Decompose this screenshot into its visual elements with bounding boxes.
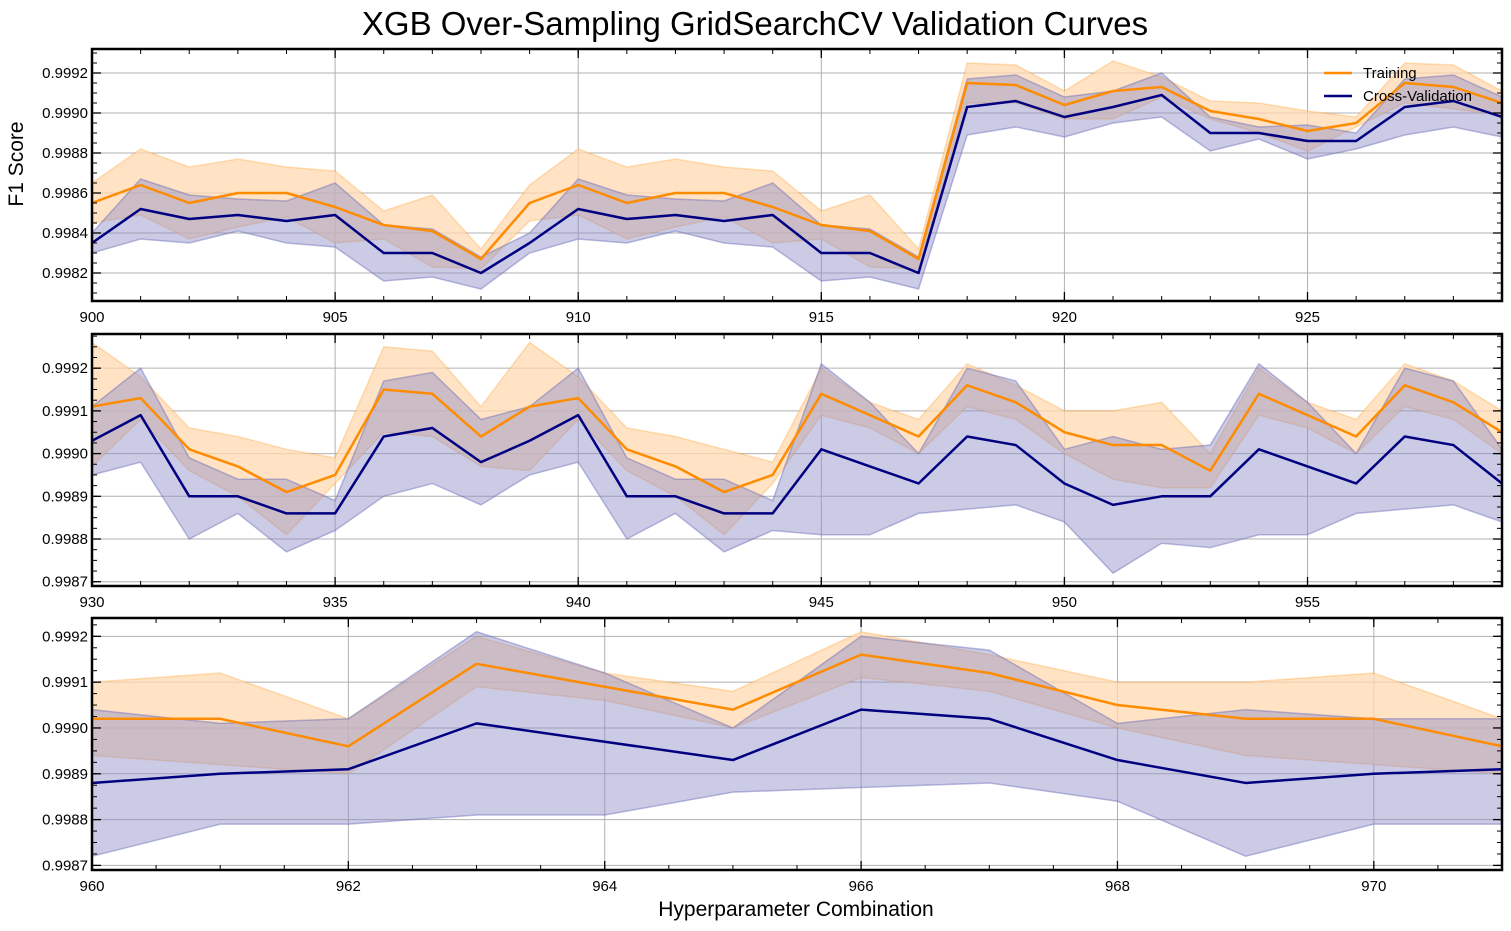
chart-title: XGB Over-Sampling GridSearchCV Validatio… bbox=[362, 5, 1148, 42]
plot-area bbox=[92, 60, 1502, 290]
y-tick-label: 0.9992 bbox=[42, 628, 88, 645]
y-tick-label: 0.9984 bbox=[42, 225, 88, 242]
panel-2: 0.9987 0.9988 0.9989 0.9990 0.9991 0.9992 930 9… bbox=[42, 332, 1504, 611]
y-tick-label: 0.9987 bbox=[42, 574, 88, 591]
cv-line bbox=[92, 93, 1502, 275]
x-tick-label: 905 bbox=[323, 309, 348, 326]
x-tick-label: 940 bbox=[566, 594, 591, 611]
legend-label-training: Training bbox=[1363, 65, 1417, 82]
training-std-band bbox=[92, 341, 1502, 536]
x-tick-label: 960 bbox=[79, 878, 104, 895]
cv-line bbox=[92, 413, 1502, 515]
x-tick-label: 970 bbox=[1361, 878, 1386, 895]
y-tick-label: 0.9990 bbox=[42, 720, 88, 737]
x-tick-label: 962 bbox=[336, 878, 361, 895]
legend-label-cross-validation: Cross-Validation bbox=[1363, 88, 1472, 105]
panel-frame bbox=[90, 47, 1504, 303]
y-tick-label: 0.9982 bbox=[42, 265, 88, 282]
y-tick-label: 0.9990 bbox=[42, 105, 88, 122]
y-tick-label: 0.9991 bbox=[42, 403, 88, 420]
panels-group: 0.9982 0.9984 0.9986 0.9988 0.9990 0.9992 900 9… bbox=[42, 47, 1504, 895]
cv-std-band bbox=[92, 362, 1502, 575]
x-tick-label: 935 bbox=[323, 594, 348, 611]
x-tick-label: 955 bbox=[1295, 594, 1320, 611]
panel-1: 0.9982 0.9984 0.9986 0.9988 0.9990 0.9992 900 9… bbox=[42, 47, 1504, 326]
y-tick-label: 0.9992 bbox=[42, 360, 88, 377]
y-tick-label: 0.9989 bbox=[42, 488, 88, 505]
x-tick-label: 964 bbox=[592, 878, 617, 895]
y-axis-title: F1 Score bbox=[5, 121, 28, 206]
legend: Training Cross-Validation bbox=[1324, 65, 1472, 105]
x-tick-label: 915 bbox=[809, 309, 834, 326]
x-tick-label: 950 bbox=[1052, 594, 1077, 611]
training-line bbox=[92, 81, 1502, 261]
x-tick-label: 966 bbox=[849, 878, 874, 895]
y-tick-label: 0.9989 bbox=[42, 766, 88, 783]
x-tick-label: 925 bbox=[1295, 309, 1320, 326]
panel-frame bbox=[90, 332, 1504, 588]
x-tick-label: 968 bbox=[1105, 878, 1130, 895]
y-tick-label: 0.9988 bbox=[42, 531, 88, 548]
x-tick-label: 900 bbox=[79, 309, 104, 326]
training-std-band bbox=[92, 630, 1502, 775]
training-line bbox=[92, 384, 1502, 494]
y-tick-label: 0.9991 bbox=[42, 674, 88, 691]
y-tick-label: 0.9990 bbox=[42, 446, 88, 463]
x-axis-title: Hyperparameter Combination bbox=[658, 898, 933, 921]
x-tick-label: 910 bbox=[566, 309, 591, 326]
y-tick-label: 0.9988 bbox=[42, 812, 88, 829]
cv-line bbox=[92, 708, 1502, 785]
x-tick-label: 930 bbox=[79, 594, 104, 611]
y-tick-label: 0.9992 bbox=[42, 65, 88, 82]
training-std-band bbox=[92, 60, 1502, 270]
y-tick-label: 0.9986 bbox=[42, 185, 88, 202]
y-tick-label: 0.9987 bbox=[42, 857, 88, 874]
plot-area bbox=[92, 630, 1502, 858]
training-line bbox=[92, 653, 1502, 748]
cv-std-band bbox=[92, 630, 1502, 858]
cv-std-band bbox=[92, 72, 1502, 290]
x-tick-label: 945 bbox=[809, 594, 834, 611]
panel-3: 0.9987 0.9988 0.9989 0.9990 0.9991 0.9992 960 9… bbox=[42, 616, 1504, 895]
plot-area bbox=[92, 341, 1502, 575]
x-tick-label: 920 bbox=[1052, 309, 1077, 326]
y-tick-label: 0.9988 bbox=[42, 145, 88, 162]
